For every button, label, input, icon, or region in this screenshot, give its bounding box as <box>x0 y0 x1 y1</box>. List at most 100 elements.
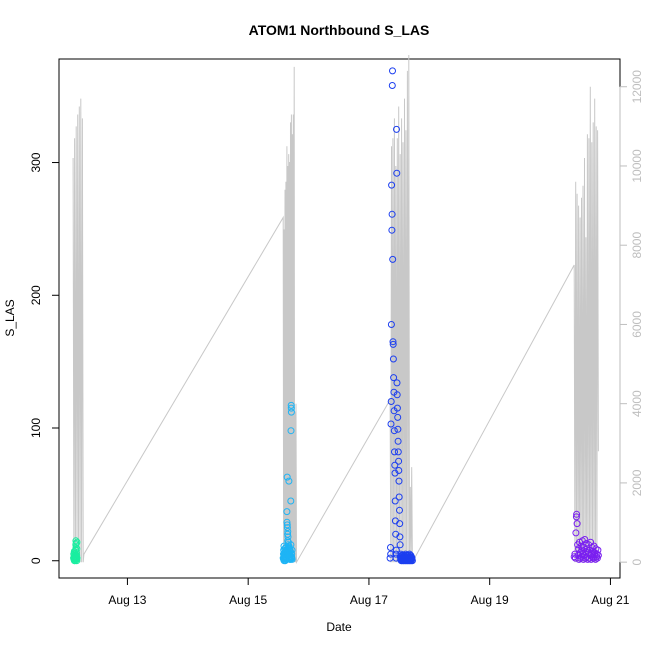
data-point <box>287 541 295 549</box>
x-tick-label: Aug 17 <box>350 593 388 607</box>
data-point <box>394 448 402 456</box>
chart-title: ATOM1 Northbound S_LAS <box>249 22 430 38</box>
data-point <box>283 521 291 529</box>
line-series-layer <box>72 54 599 565</box>
data-point <box>408 557 416 565</box>
data-point <box>284 528 292 535</box>
data-point <box>389 340 397 348</box>
data-point <box>288 555 296 563</box>
data-point <box>387 550 395 558</box>
data-point <box>395 457 403 465</box>
data-point <box>388 210 396 218</box>
data-point <box>387 420 395 428</box>
data-point <box>393 391 401 399</box>
data-point <box>284 530 292 538</box>
data-point <box>395 467 403 474</box>
data-point <box>396 520 404 528</box>
data-point <box>592 553 600 561</box>
data-point <box>387 544 394 551</box>
data-point <box>287 404 295 412</box>
x-tick-label: Aug 13 <box>108 593 146 607</box>
data-point <box>395 493 403 501</box>
data-point <box>389 338 397 346</box>
data-point <box>283 518 291 526</box>
data-point <box>573 510 581 518</box>
data-point <box>283 508 291 516</box>
y2-tick-label: 0 <box>630 558 644 565</box>
data-point <box>396 506 403 514</box>
series-line <box>72 54 599 565</box>
data-point <box>388 181 396 189</box>
y2-axis: 0 2000 4000 6000 8000 10000 12000 <box>619 70 644 565</box>
data-point <box>389 355 397 363</box>
y-axis-label: S_LAS <box>3 299 17 336</box>
data-point <box>392 546 400 554</box>
data-point <box>73 549 80 557</box>
data-point <box>283 473 291 481</box>
data-point <box>390 374 398 382</box>
y2-tick-label: 12000 <box>630 70 644 104</box>
data-point <box>72 537 80 545</box>
data-point <box>594 546 602 554</box>
data-point <box>593 550 601 558</box>
y2-tick-label: 10000 <box>630 149 644 183</box>
data-point <box>391 448 398 456</box>
data-point <box>393 169 401 177</box>
data-point <box>284 541 292 549</box>
data-point <box>73 551 81 559</box>
plot-frame <box>58 58 621 579</box>
data-point <box>287 408 295 416</box>
x-tick-label: Aug 15 <box>229 593 267 607</box>
data-point <box>288 546 296 554</box>
data-point <box>394 425 402 433</box>
data-point <box>395 477 403 485</box>
data-point <box>72 540 80 547</box>
data-point <box>72 544 80 551</box>
data-point <box>287 497 295 505</box>
data-point <box>287 427 295 435</box>
data-point <box>387 398 395 405</box>
y2-tick-label: 8000 <box>630 232 644 259</box>
data-point <box>391 461 399 469</box>
data-point <box>393 404 401 412</box>
data-point <box>571 550 579 558</box>
data-point <box>288 550 296 558</box>
y2-tick-label: 6000 <box>630 311 644 338</box>
data-point <box>389 255 397 263</box>
points-layer <box>70 67 602 565</box>
data-point <box>287 401 295 409</box>
y2-tick-label: 2000 <box>630 469 644 496</box>
data-point <box>387 321 395 328</box>
data-point <box>73 557 81 565</box>
data-point <box>390 427 398 435</box>
y-tick-label: 200 <box>29 285 43 305</box>
y2-tick-label: 4000 <box>630 390 644 417</box>
data-point <box>572 529 580 537</box>
y-tick-label: 300 <box>29 152 43 172</box>
x-tick-label: Aug 21 <box>591 593 629 607</box>
data-point <box>408 554 416 562</box>
data-point <box>396 541 404 549</box>
data-point <box>73 538 81 546</box>
y-axis: 0 100 200 300 <box>29 152 60 564</box>
data-point <box>581 536 589 543</box>
data-point <box>391 497 399 505</box>
data-point <box>594 551 602 559</box>
x-axis: Aug 13 Aug 15 Aug 17 Aug 19 Aug 21 <box>108 577 630 607</box>
data-point <box>388 226 396 234</box>
data-point <box>73 545 81 553</box>
x-axis-label: Date <box>326 620 352 634</box>
data-point <box>592 545 600 553</box>
data-point <box>396 533 404 541</box>
data-point <box>393 379 401 387</box>
data-point <box>73 554 81 562</box>
x-tick-label: Aug 19 <box>471 593 509 607</box>
data-point <box>393 125 400 133</box>
data-point <box>283 524 291 532</box>
data-point <box>394 437 402 445</box>
y-tick-label: 100 <box>29 418 43 438</box>
data-point <box>284 533 292 541</box>
y-tick-label: 0 <box>29 557 43 564</box>
data-point <box>588 544 596 551</box>
